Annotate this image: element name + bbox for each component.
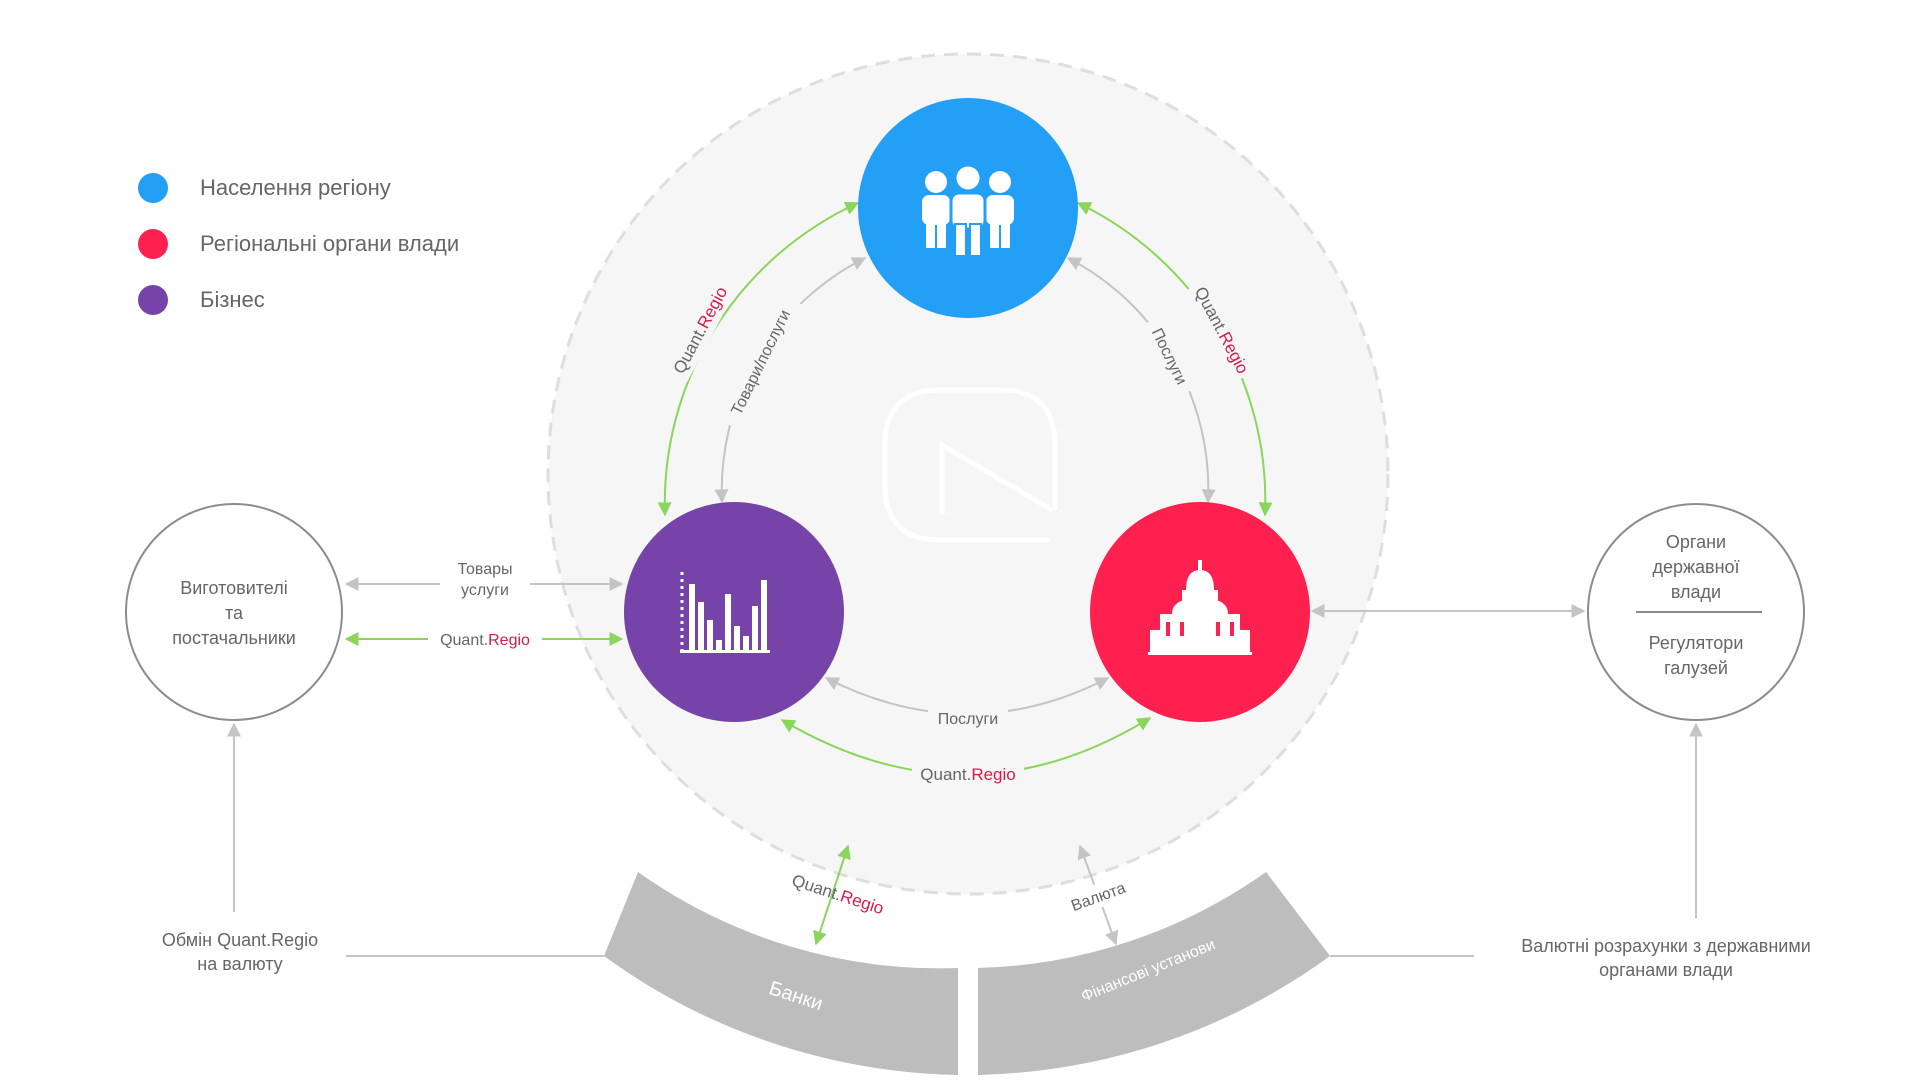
regulators-label-1: Регулятори <box>1649 633 1744 653</box>
manufacturers-label-2: та <box>225 603 244 623</box>
label-goods-ru-1: Товары <box>457 561 512 578</box>
label-goods-ru-2: услуги <box>461 582 509 599</box>
arrow-banks-regio <box>813 844 851 946</box>
legend-dot-population <box>138 173 168 203</box>
label-services-bottom: Послуги <box>928 706 1008 730</box>
legend-item-population: Населення регіону <box>138 160 459 216</box>
regulators-label-2: галузей <box>1664 658 1728 678</box>
legend-dot-authorities <box>138 229 168 259</box>
state-label-1: Органи <box>1666 532 1726 552</box>
authorities-node[interactable] <box>1090 502 1310 722</box>
capitol-building-icon <box>1148 560 1252 655</box>
legend-label-population: Населення регіону <box>200 175 391 200</box>
manufacturers-node[interactable] <box>125 503 343 721</box>
state-label-3: влади <box>1671 582 1721 602</box>
population-node[interactable] <box>858 98 1078 318</box>
fx-label-2: органами влади <box>1599 960 1733 980</box>
legend-item-authorities: Регіональні органи влади <box>138 216 459 272</box>
banks-segment[interactable] <box>604 872 958 1075</box>
legend-label-business: Бізнес <box>200 287 265 312</box>
people-icon <box>922 163 1014 257</box>
bar-chart-icon <box>680 572 770 653</box>
legend-item-business: Бізнес <box>138 272 459 328</box>
legend-label-authorities: Регіональні органи влади <box>200 231 460 256</box>
label-regio-manufacturers: Quant.Regio <box>440 632 530 649</box>
business-node[interactable] <box>624 502 844 722</box>
legend: Населення регіону Регіональні органи вла… <box>138 160 459 328</box>
manufacturers-label-1: Виготовителі <box>180 578 287 598</box>
quant-regio-logo <box>882 387 1058 543</box>
fx-label-1: Валютні розрахунки з державними <box>1521 936 1811 956</box>
exchange-label-1: Обмін Quant.Regio <box>162 930 318 950</box>
state-label-2: державної <box>1652 557 1739 577</box>
svg-text:Quant.Regio: Quant.Regio <box>920 765 1015 784</box>
legend-dot-business <box>138 285 168 315</box>
label-regio-bottom: Quant.Regio <box>912 760 1024 788</box>
manufacturers-label-3: постачальники <box>172 628 296 648</box>
svg-text:Послуги: Послуги <box>938 711 999 728</box>
financial-segment[interactable] <box>978 872 1330 1075</box>
exchange-label-2: на валюту <box>197 954 282 974</box>
